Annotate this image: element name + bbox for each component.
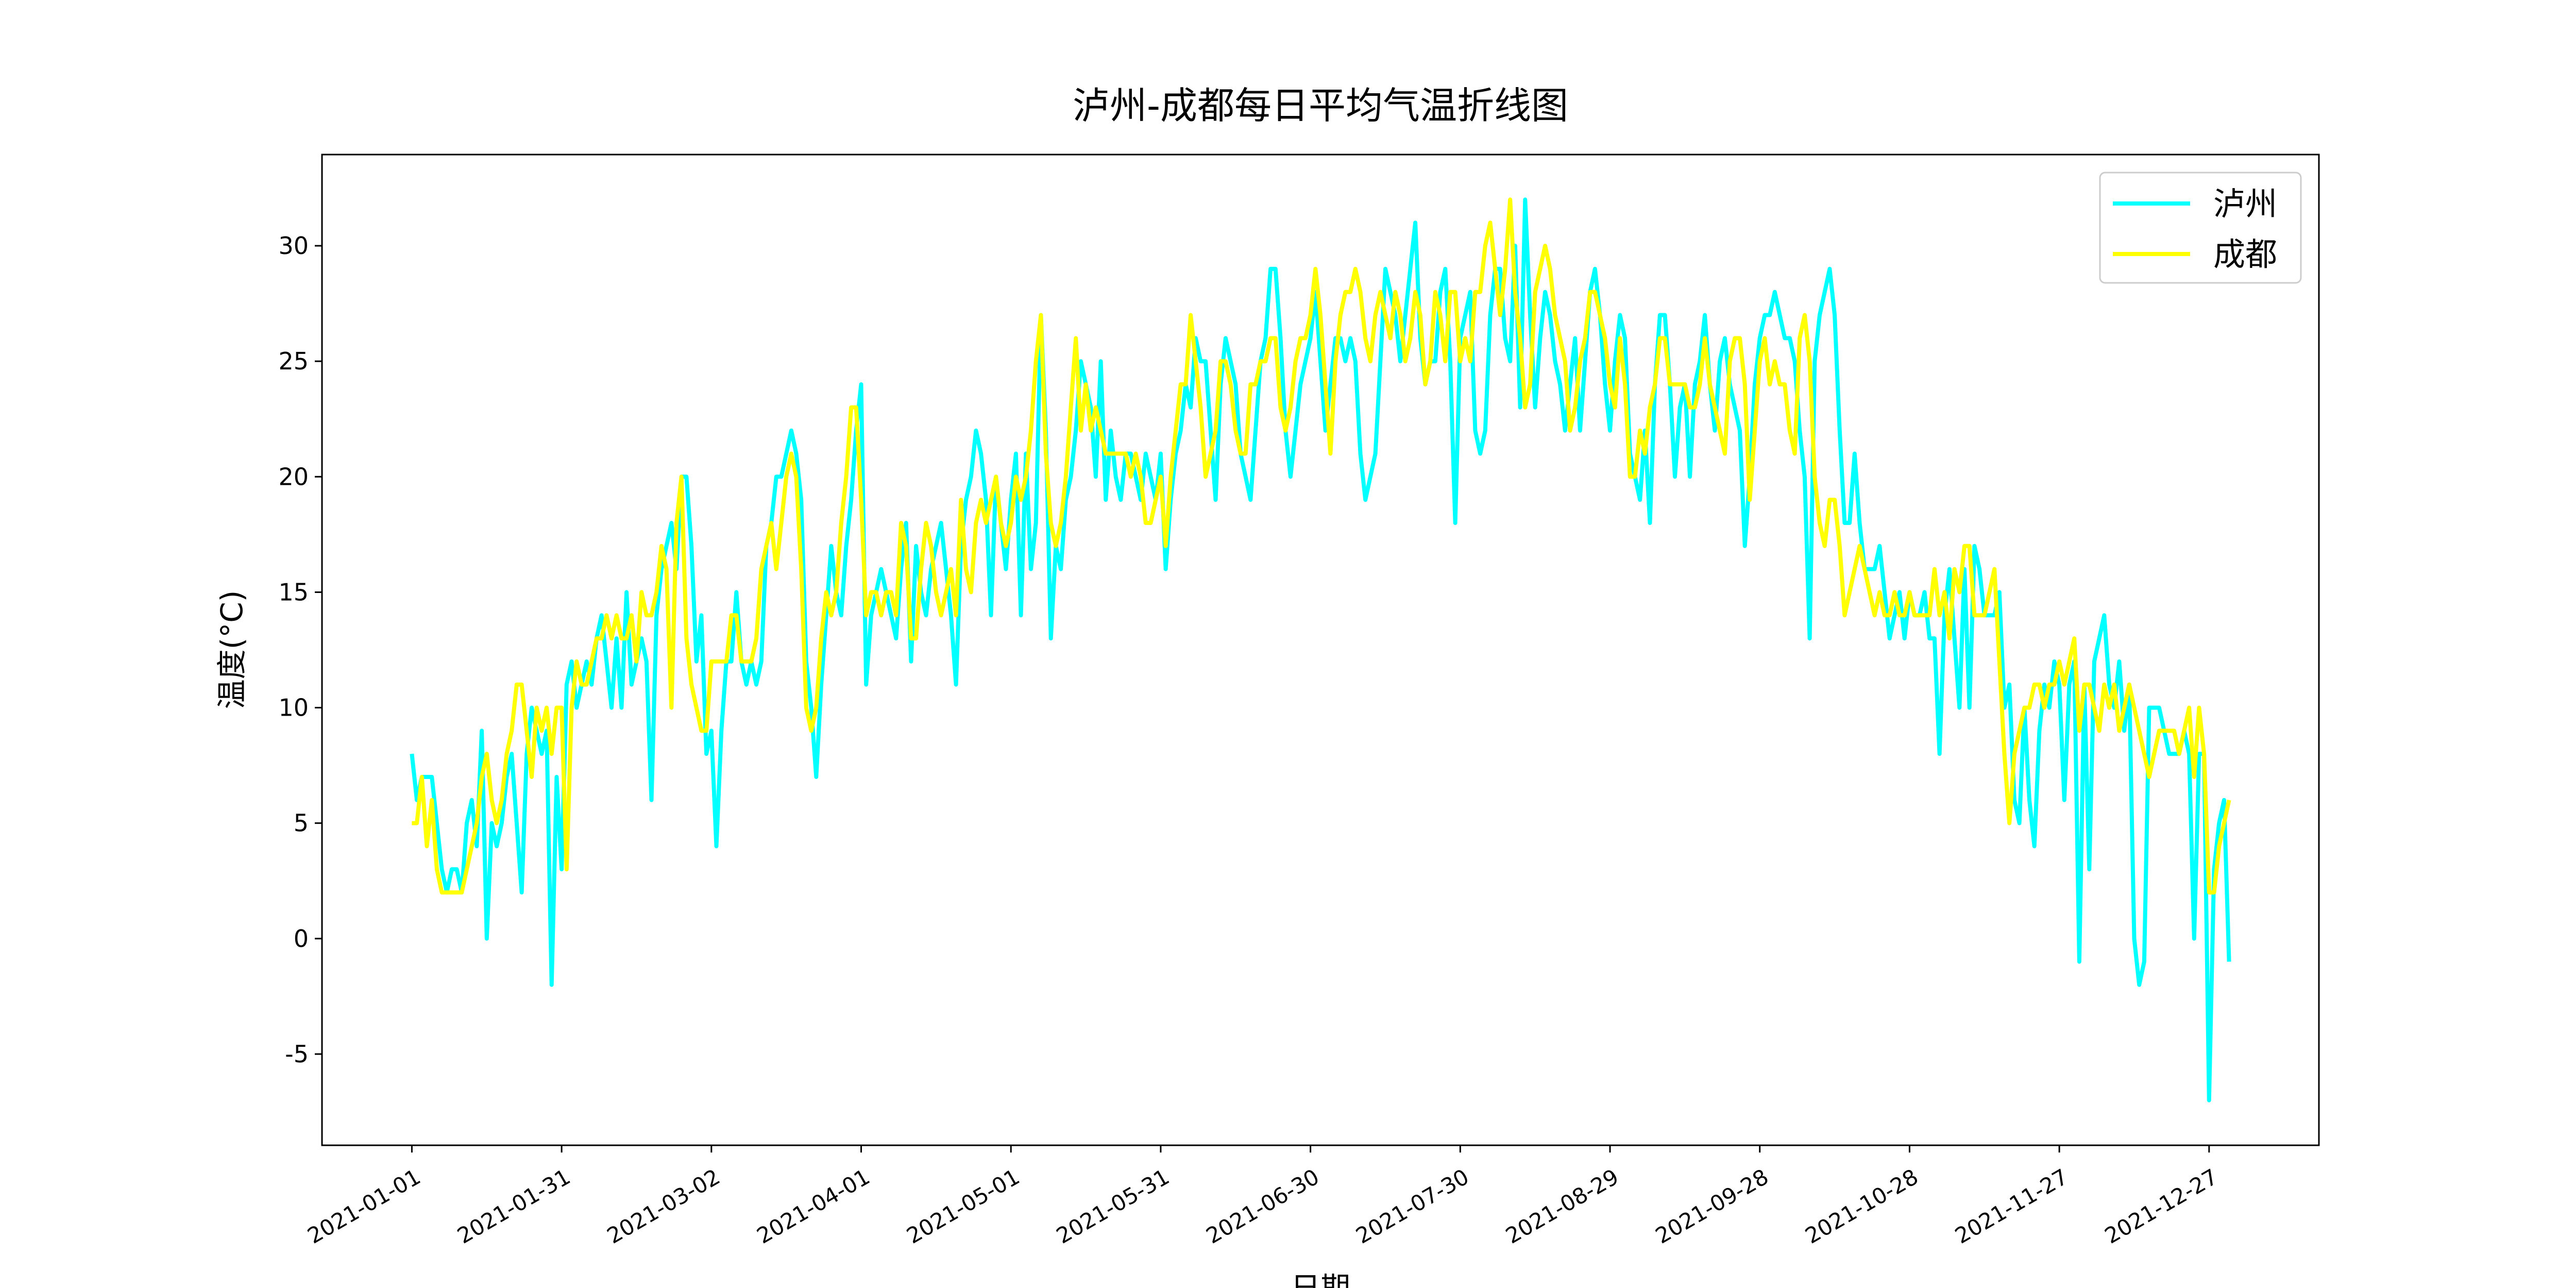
series-line [412, 197, 2231, 895]
y-tick-label: 0 [294, 925, 309, 953]
y-tick-label: 25 [278, 347, 309, 375]
y-tick-label: 30 [278, 232, 309, 260]
chart-title: 泸州-成都每日平均气温折线图 [1073, 84, 1568, 127]
legend-label: 泸州 [2213, 185, 2277, 223]
series-line [410, 197, 2231, 1103]
y-tick-label: 20 [278, 463, 309, 490]
plot-frame [321, 154, 2320, 1146]
x-axis-label: 日期 [1291, 1270, 1350, 1288]
legend-label: 成都 [2213, 235, 2277, 273]
y-axis-label: 温度(°C) [214, 590, 249, 709]
y-tick-label: 10 [278, 694, 309, 722]
y-tick-label: -5 [285, 1040, 309, 1068]
y-tick-label: 5 [294, 809, 309, 837]
y-tick-label: 15 [278, 578, 309, 606]
